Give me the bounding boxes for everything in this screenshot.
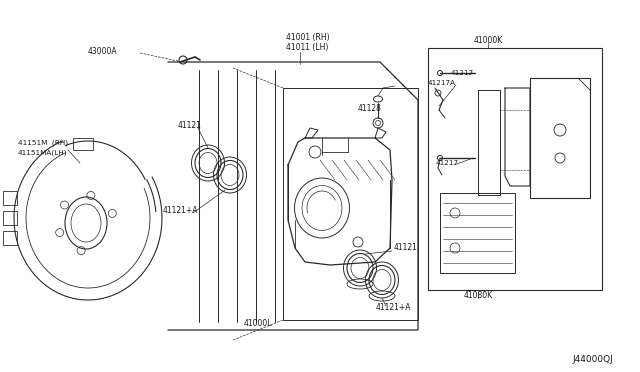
Text: 43000A: 43000A [88, 46, 118, 55]
Text: 41001 (RH): 41001 (RH) [286, 32, 330, 42]
Text: 41128: 41128 [358, 103, 382, 112]
Text: 41121+A: 41121+A [163, 205, 198, 215]
Bar [73, 138, 93, 150]
Text: 41080K: 41080K [463, 291, 493, 299]
Text: J44000QJ: J44000QJ [572, 356, 612, 365]
Bar [3, 191, 17, 205]
Bar [283, 88, 418, 320]
Bar [428, 48, 602, 290]
Text: 41121: 41121 [178, 121, 202, 129]
Text: 41000L: 41000L [244, 318, 272, 327]
Text: 41217A: 41217A [428, 80, 456, 86]
Text: 41121: 41121 [394, 244, 418, 253]
Bar [440, 193, 515, 273]
Text: 41151M  (RH): 41151M (RH) [18, 140, 68, 146]
Text: 41000K: 41000K [474, 35, 502, 45]
Bar [3, 231, 17, 245]
Text: 41121+A: 41121+A [376, 304, 412, 312]
Text: 41011 (LH): 41011 (LH) [286, 42, 328, 51]
Text: 41217: 41217 [451, 70, 474, 76]
Text: 41217: 41217 [436, 160, 459, 166]
Bar [3, 211, 17, 225]
Text: 41151MA(LH): 41151MA(LH) [18, 150, 67, 156]
Bar [530, 78, 590, 198]
